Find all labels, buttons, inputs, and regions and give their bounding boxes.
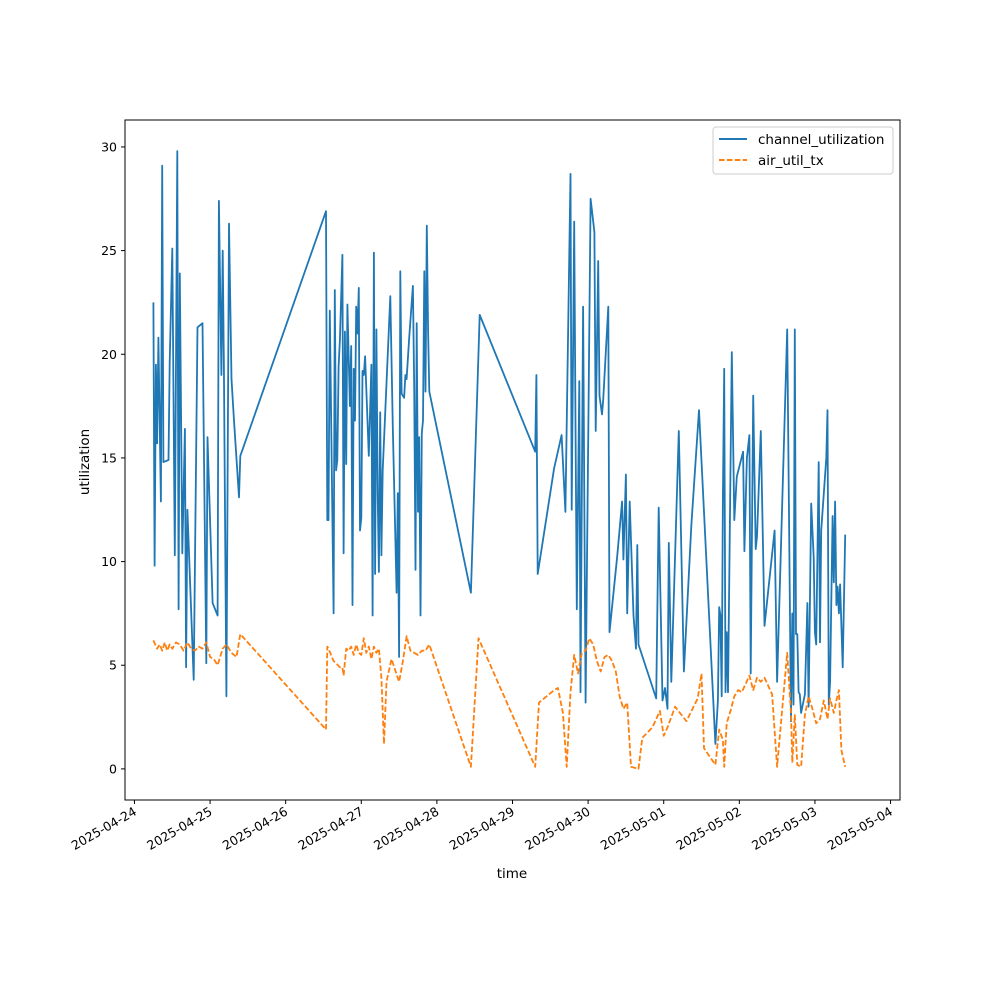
y-axis-ticks: 0 5 10 15 20 25 30	[101, 139, 125, 776]
y-tick-label: 30	[101, 139, 117, 154]
series-line-air-util-tx	[152, 633, 847, 770]
legend-label-channel-utilization: channel_utilization	[758, 132, 885, 148]
y-tick-label: 25	[101, 243, 117, 258]
legend: channel_utilization air_util_tx	[712, 126, 894, 175]
legend-frame	[712, 126, 894, 175]
series-layer	[152, 150, 847, 770]
legend-label-air-util-tx: air_util_tx	[758, 153, 824, 169]
x-axis-title: time	[497, 866, 528, 882]
y-tick-label: 15	[101, 450, 117, 465]
y-tick-label: 5	[109, 658, 117, 673]
y-axis-title: utilization	[77, 429, 93, 495]
y-tick-label: 0	[109, 761, 117, 776]
y-tick-label: 10	[101, 554, 117, 569]
y-tick-label: 20	[101, 347, 117, 362]
series-line-channel-utilization	[152, 150, 847, 745]
